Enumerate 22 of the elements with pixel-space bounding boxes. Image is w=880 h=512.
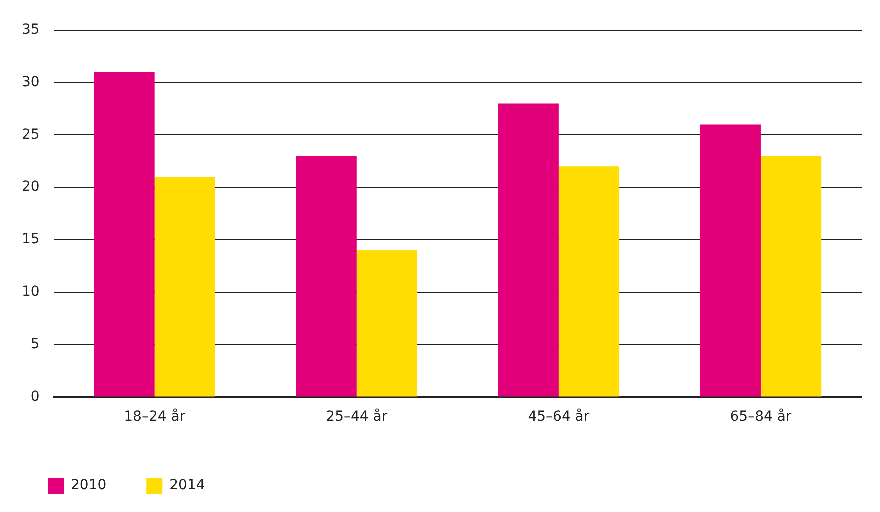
y-tick-label: 15 (22, 232, 40, 248)
x-tick-label: 25–44 år (326, 408, 388, 426)
legend-label: 2010 (71, 478, 107, 494)
y-tick-label: 5 (30, 336, 40, 352)
bar (356, 250, 418, 397)
bar (760, 156, 822, 397)
y-tick-label: 10 (22, 284, 40, 300)
bar (154, 177, 216, 397)
bar (498, 104, 559, 397)
legend-label: 2014 (170, 478, 206, 494)
bar (296, 156, 357, 397)
bar (700, 124, 761, 397)
y-tick-label: 0 (30, 388, 40, 405)
bar (558, 166, 620, 397)
y-tick-label: 30 (22, 74, 40, 90)
x-tick-label: 18–24 år (124, 408, 186, 426)
bar (94, 72, 155, 397)
y-tick-label: 20 (22, 179, 40, 196)
y-tick-label: 25 (22, 126, 40, 143)
x-tick-label: 45–64 år (528, 408, 590, 426)
y-tick-label: 35 (22, 22, 40, 38)
x-tick-label: 65–84 år (730, 408, 792, 426)
